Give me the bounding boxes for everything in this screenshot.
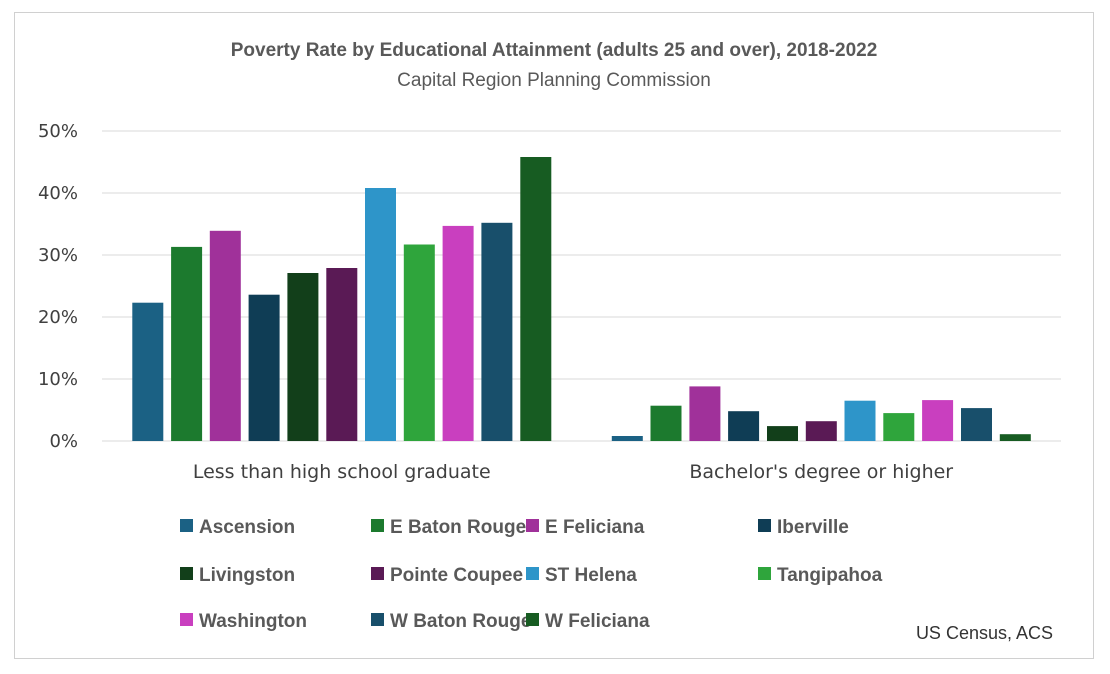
- legend-swatch: [758, 519, 771, 532]
- legend-label: Pointe Coupee: [390, 565, 523, 586]
- chart-title: Poverty Rate by Educational Attainment (…: [231, 40, 878, 61]
- bar: [999, 434, 1031, 441]
- gridlines: [102, 130, 1061, 442]
- bar: [171, 246, 203, 441]
- bar: [844, 400, 876, 441]
- legend-swatch: [526, 613, 539, 626]
- legend-label: E Feliciana: [545, 517, 645, 538]
- bar: [689, 386, 721, 441]
- bar: [520, 157, 552, 441]
- legend-label: Ascension: [199, 517, 295, 538]
- bar: [767, 426, 798, 441]
- legend-swatch: [758, 567, 771, 580]
- bar: [326, 268, 358, 441]
- bar: [442, 225, 474, 441]
- bar: [922, 400, 954, 441]
- legend-label: Washington: [199, 611, 307, 632]
- y-tick-label: 40%: [38, 183, 78, 204]
- legend-label: ST Helena: [545, 565, 637, 586]
- bar: [650, 405, 682, 441]
- legend-label: W Feliciana: [545, 611, 650, 632]
- y-tick-label: 10%: [38, 369, 78, 390]
- bar: [481, 222, 513, 441]
- bar: [883, 413, 915, 441]
- bar: [132, 302, 164, 441]
- legend-swatch: [526, 519, 539, 532]
- legend-swatch: [180, 613, 193, 626]
- y-tick-label: 20%: [38, 307, 78, 328]
- bars: [132, 157, 1031, 441]
- legend: Ascension E Baton Rouge E Feliciana Ibervil…: [180, 517, 883, 632]
- y-tick-label: 50%: [38, 121, 78, 142]
- legend-swatch: [371, 519, 384, 532]
- legend-label: Livingston: [199, 565, 295, 586]
- bar: [728, 411, 760, 441]
- legend-swatch: [526, 567, 539, 580]
- legend-label: W Baton Rouge: [390, 611, 531, 632]
- bar: [403, 244, 435, 441]
- chart-subtitle: Capital Region Planning Commission: [397, 70, 711, 91]
- bar: [287, 273, 319, 441]
- bar: [248, 294, 280, 441]
- x-category-label: Bachelor's degree or higher: [689, 461, 953, 483]
- source-note: US Census, ACS: [916, 623, 1053, 643]
- y-axis-ticks: 0% 10% 20% 30% 40% 50%: [38, 121, 78, 452]
- bar: [611, 436, 643, 441]
- x-axis-categories: Less than high school graduate Bachelor's…: [193, 461, 953, 483]
- y-tick-label: 0%: [49, 431, 78, 452]
- bar: [961, 408, 992, 441]
- legend-swatch: [371, 567, 384, 580]
- legend-label: Iberville: [777, 517, 849, 538]
- legend-label: E Baton Rouge: [390, 517, 526, 538]
- bar: [805, 421, 837, 441]
- bar: [209, 230, 241, 441]
- legend-swatch: [180, 567, 193, 580]
- legend-label: Tangipahoa: [777, 565, 883, 586]
- legend-swatch: [371, 613, 384, 626]
- legend-swatch: [180, 519, 193, 532]
- x-category-label: Less than high school graduate: [193, 461, 491, 483]
- bar: [365, 188, 396, 441]
- y-tick-label: 30%: [38, 245, 78, 266]
